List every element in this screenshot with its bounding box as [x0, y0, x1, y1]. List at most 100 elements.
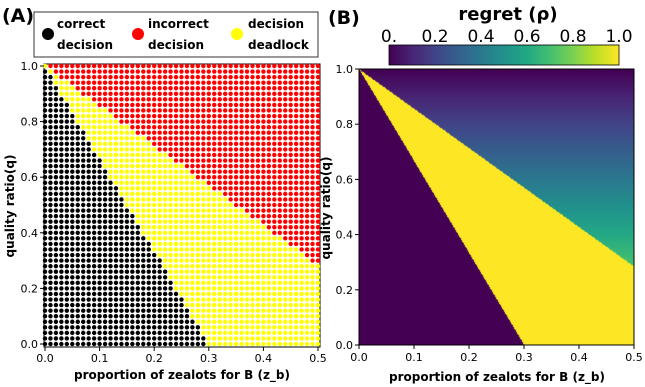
point-deadlock [255, 280, 261, 286]
point-deadlock [299, 314, 304, 319]
point-deadlock [304, 319, 310, 324]
point-incorrect [222, 91, 228, 97]
point-deadlock [228, 219, 233, 224]
point-incorrect [222, 119, 228, 124]
point-incorrect [146, 97, 151, 102]
point-incorrect [315, 113, 321, 119]
point-deadlock [272, 263, 277, 269]
colorbar-tick-label: 0.8 [559, 27, 586, 47]
point-incorrect [239, 130, 244, 135]
point-incorrect [283, 158, 288, 163]
point-incorrect [299, 208, 304, 213]
point-incorrect [304, 158, 310, 163]
point-correct [70, 141, 75, 147]
point-correct [102, 286, 108, 291]
point-incorrect [152, 136, 157, 141]
point-deadlock [135, 208, 141, 213]
point-correct [86, 291, 91, 297]
point-incorrect [250, 147, 255, 152]
point-correct [124, 225, 130, 230]
point-incorrect [283, 108, 288, 113]
point-incorrect [217, 147, 222, 152]
point-correct [86, 180, 91, 185]
point-deadlock [135, 186, 141, 191]
point-correct [59, 113, 64, 119]
point-deadlock [64, 86, 70, 91]
point-incorrect [304, 230, 310, 235]
point-incorrect [228, 147, 233, 152]
point-deadlock [239, 280, 244, 286]
point-correct [64, 236, 70, 241]
point-incorrect [266, 119, 272, 124]
point-correct [86, 286, 91, 291]
point-incorrect [173, 97, 179, 102]
point-incorrect [261, 186, 266, 191]
point-deadlock [272, 308, 277, 313]
point-incorrect [315, 86, 321, 91]
point-correct [108, 280, 113, 286]
point-deadlock [162, 263, 168, 269]
point-correct [141, 297, 146, 302]
point-correct [75, 330, 80, 336]
point-deadlock [152, 158, 157, 163]
point-correct [152, 336, 157, 341]
point-deadlock [152, 219, 157, 224]
point-incorrect [97, 102, 102, 108]
point-deadlock [304, 269, 310, 274]
point-deadlock [228, 213, 233, 219]
point-incorrect [277, 163, 282, 169]
point-deadlock [173, 225, 179, 230]
point-deadlock [141, 175, 146, 180]
point-incorrect [272, 230, 277, 235]
point-incorrect [315, 102, 321, 108]
point-incorrect [179, 136, 184, 141]
point-correct [168, 341, 173, 347]
point-incorrect [190, 147, 195, 152]
point-deadlock [272, 319, 277, 324]
point-deadlock [266, 291, 272, 297]
point-incorrect [244, 124, 250, 130]
point-deadlock [195, 252, 201, 258]
point-correct [168, 291, 173, 297]
point-incorrect [168, 113, 173, 119]
y-tick-label: 0.6 [21, 171, 39, 184]
point-deadlock [81, 97, 86, 102]
point-deadlock [255, 275, 261, 280]
point-deadlock [173, 180, 179, 185]
point-deadlock [206, 336, 211, 341]
point-deadlock [299, 336, 304, 341]
point-deadlock [244, 336, 250, 341]
point-deadlock [206, 213, 211, 219]
point-deadlock [195, 297, 201, 302]
point-incorrect [184, 63, 190, 69]
point-correct [119, 291, 124, 297]
point-correct [130, 297, 135, 302]
point-correct [64, 108, 70, 113]
point-incorrect [272, 225, 277, 230]
point-incorrect [173, 119, 179, 124]
point-incorrect [222, 186, 228, 191]
point-deadlock [266, 275, 272, 280]
point-correct [91, 269, 97, 274]
point-incorrect [91, 97, 97, 102]
point-correct [91, 247, 97, 252]
point-correct [42, 186, 48, 191]
point-correct [162, 341, 168, 347]
point-deadlock [184, 230, 190, 235]
point-correct [97, 169, 102, 174]
point-deadlock [195, 275, 201, 280]
point-incorrect [201, 74, 206, 80]
point-incorrect [206, 74, 211, 80]
point-correct [86, 197, 91, 202]
point-correct [135, 252, 141, 258]
point-deadlock [157, 219, 162, 224]
point-deadlock [310, 275, 315, 280]
point-correct [59, 102, 64, 108]
point-incorrect [283, 213, 288, 219]
point-incorrect [283, 175, 288, 180]
point-deadlock [162, 163, 168, 169]
point-incorrect [222, 152, 228, 158]
point-deadlock [266, 230, 272, 235]
point-deadlock [146, 202, 151, 208]
point-deadlock [212, 247, 217, 252]
